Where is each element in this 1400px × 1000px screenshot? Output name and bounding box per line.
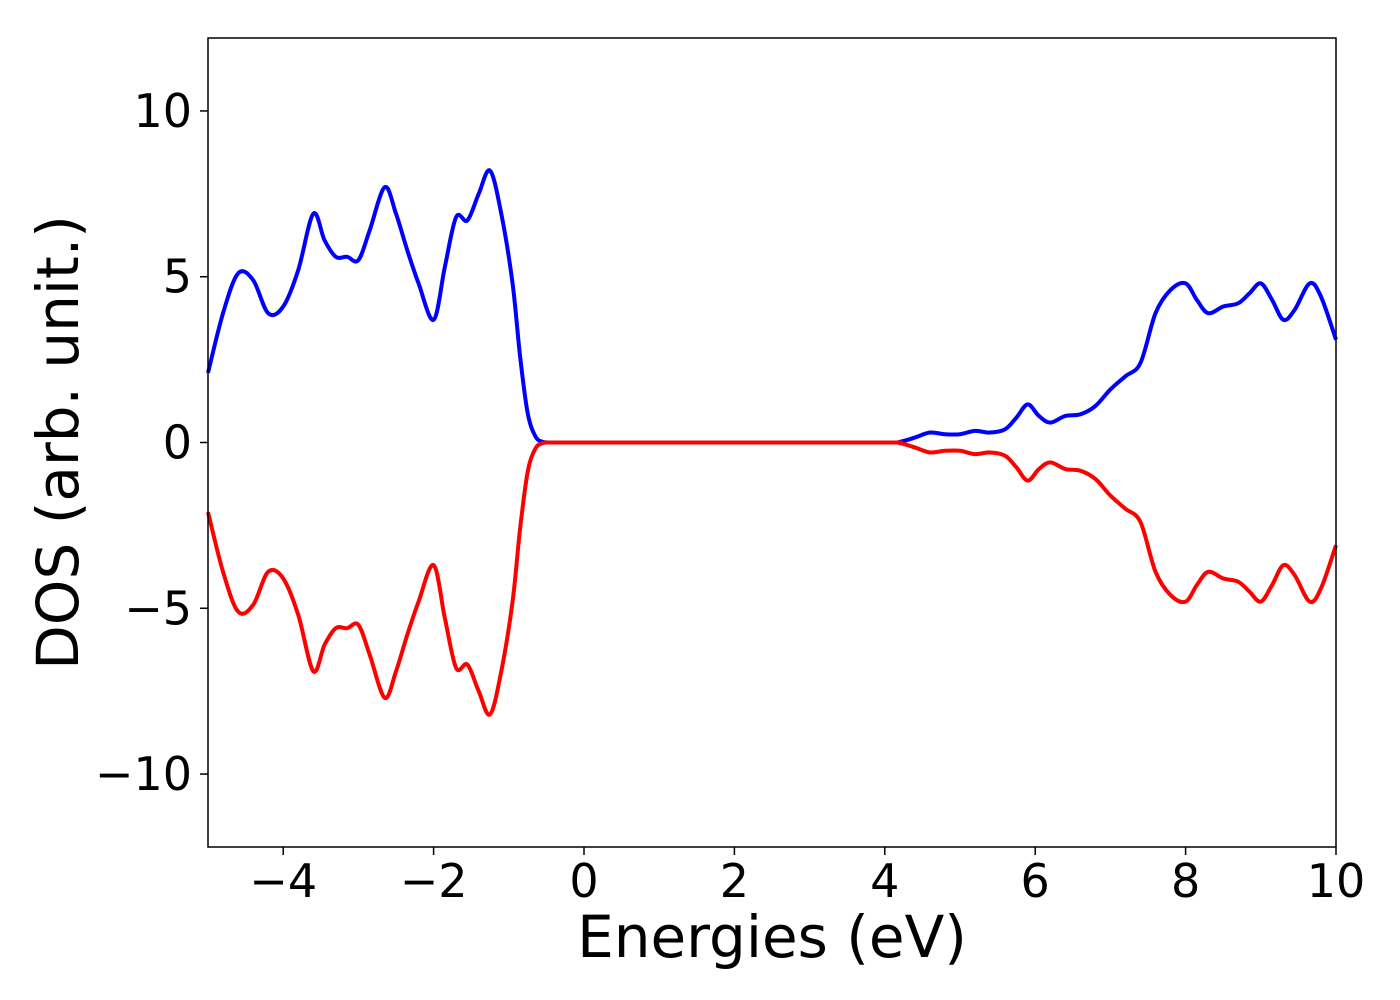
x-tick-label: 10 <box>1307 854 1366 908</box>
y-axis-title: DOS (arb. unit.) <box>24 215 92 670</box>
y-tick-label: 10 <box>133 84 192 138</box>
x-tick-label: 6 <box>1021 854 1050 908</box>
x-tick-label: 4 <box>870 854 899 908</box>
x-axis: −4 −2 0 2 4 6 8 10 <box>249 847 1365 908</box>
plot-lines <box>206 168 1338 717</box>
y-tick-label: 5 <box>163 250 192 304</box>
x-tick-label: 2 <box>720 854 749 908</box>
dos-line-blue <box>206 168 1338 445</box>
y-tick-label: 0 <box>163 416 192 470</box>
x-tick-label: −4 <box>249 854 317 908</box>
y-tick-label: −10 <box>95 747 192 801</box>
x-tick-label: 8 <box>1171 854 1200 908</box>
y-axis: 10 5 0 −5 −10 <box>95 84 208 801</box>
x-tick-label: −2 <box>400 854 468 908</box>
dos-line-red <box>206 440 1338 717</box>
x-tick-label: 0 <box>569 854 598 908</box>
y-tick-label: −5 <box>124 581 192 635</box>
x-axis-title: Energies (eV) <box>577 903 967 971</box>
